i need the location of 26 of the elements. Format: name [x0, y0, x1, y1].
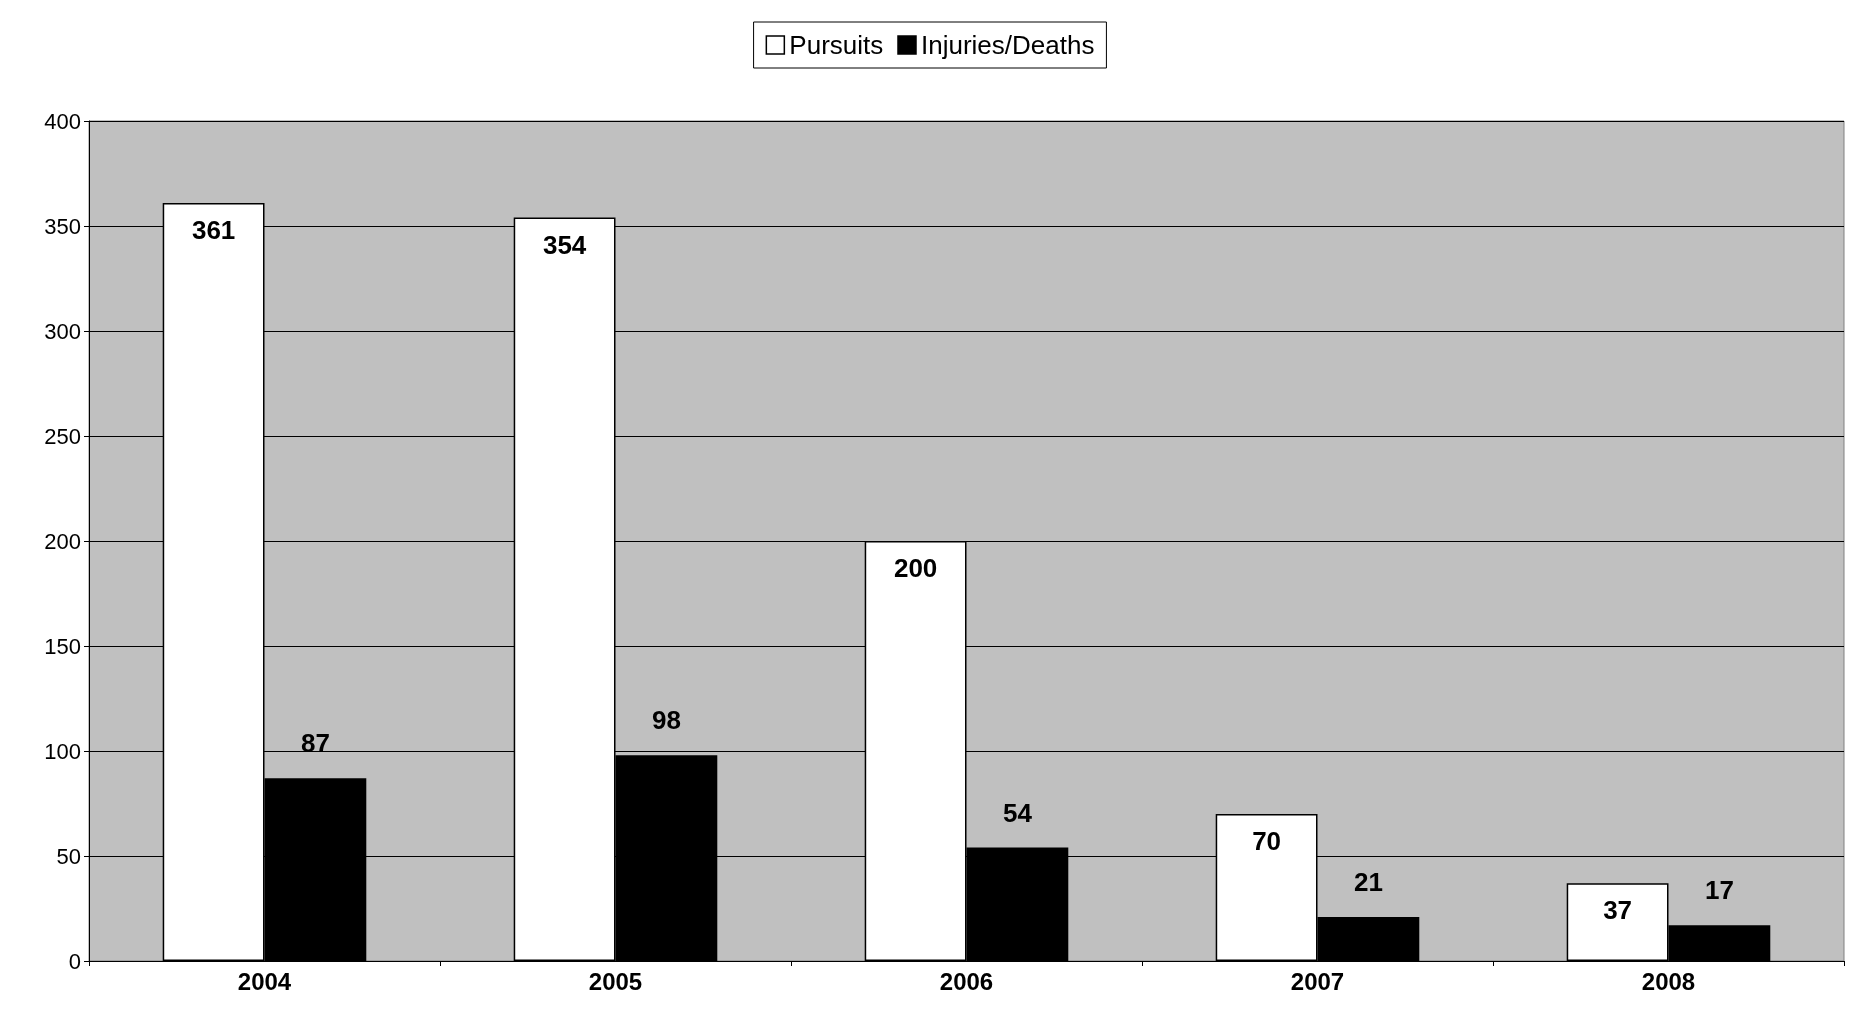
- legend-label: Pursuits: [789, 30, 884, 60]
- x-tick-label: 2005: [588, 967, 643, 995]
- x-tick-label: 2008: [1641, 967, 1696, 995]
- y-tick-label: 0: [68, 948, 81, 974]
- data-label: 354: [542, 229, 587, 260]
- data-label: 21: [1353, 866, 1383, 897]
- x-tick-label: 2007: [1290, 967, 1345, 995]
- x-tick-label: 2006: [939, 967, 994, 995]
- data-label: 17: [1704, 875, 1734, 906]
- y-tick-label: 400: [44, 108, 81, 134]
- data-label: 361: [191, 214, 236, 245]
- y-tick-label: 200: [44, 528, 81, 554]
- y-tick-label: 300: [44, 318, 81, 344]
- y-tick-label: 350: [44, 213, 81, 239]
- data-label: 200: [893, 553, 938, 583]
- legend-label: Injuries/Deaths: [921, 30, 1095, 60]
- data-label: 87: [300, 728, 330, 759]
- data-label: 70: [1252, 826, 1282, 856]
- y-tick-label: 250: [44, 423, 81, 449]
- data-label: 37: [1603, 895, 1633, 926]
- y-tick-label: 50: [56, 843, 81, 869]
- data-label: 98: [651, 705, 681, 736]
- y-tick-label: 150: [44, 633, 81, 659]
- data-label: 54: [1002, 797, 1033, 828]
- x-tick-label: 2004: [237, 967, 292, 995]
- y-tick-label: 100: [44, 738, 81, 764]
